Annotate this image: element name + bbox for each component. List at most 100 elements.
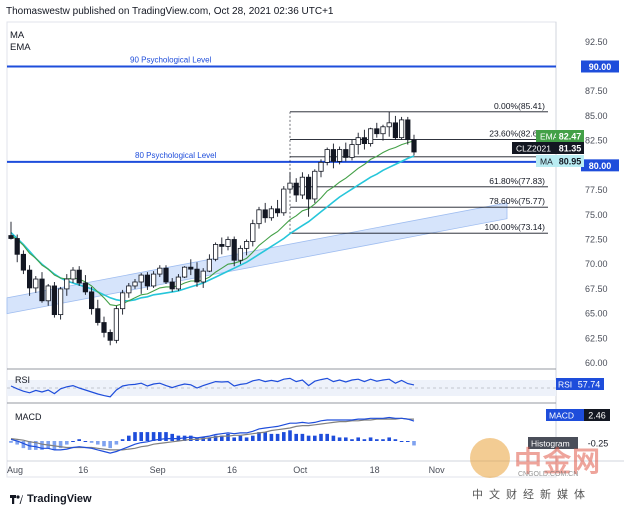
candle bbox=[405, 119, 411, 141]
macd-tag-label-bg bbox=[546, 409, 584, 421]
candle bbox=[256, 209, 262, 225]
candle bbox=[20, 253, 27, 271]
candle bbox=[64, 278, 70, 290]
macd-hist-bar bbox=[356, 437, 360, 441]
macd-tag-value: 2.46 bbox=[588, 411, 606, 421]
candle bbox=[274, 208, 281, 214]
fib-level-label: 100.00%(73.14) bbox=[485, 222, 546, 232]
watermark-subtext: CNGOLD.COM.CN bbox=[518, 471, 579, 478]
x-tick-label: Oct bbox=[293, 465, 308, 475]
candle bbox=[150, 273, 157, 287]
candle bbox=[262, 209, 268, 219]
macd-hist-bar bbox=[40, 441, 44, 450]
rsi-pane-label: RSI bbox=[15, 375, 30, 385]
macd-hist-bar bbox=[375, 439, 379, 441]
macd-hist-bar bbox=[34, 441, 38, 450]
macd-hist-bar bbox=[77, 439, 81, 441]
rsi-band bbox=[7, 380, 556, 396]
macd-hist-bar bbox=[232, 437, 236, 441]
candle bbox=[312, 170, 318, 200]
macd-hist-bar bbox=[251, 435, 255, 441]
macd-hist-bar bbox=[114, 441, 119, 445]
macd-hist-bar bbox=[244, 437, 249, 441]
macd-hist-bar bbox=[164, 432, 168, 441]
price-tag-label: CLZ2021 bbox=[516, 144, 551, 154]
histogram-tag-label-bg bbox=[528, 437, 578, 449]
candle bbox=[8, 235, 14, 239]
macd-hist-bar bbox=[213, 435, 218, 441]
candle bbox=[318, 161, 324, 172]
candle bbox=[169, 281, 175, 290]
candle bbox=[51, 285, 58, 316]
watermark-text: 中金网 bbox=[514, 445, 602, 478]
macd-hist-bar bbox=[288, 430, 292, 441]
candle bbox=[386, 122, 392, 128]
macd-hist-bar bbox=[120, 439, 125, 441]
macd-hist-bar bbox=[257, 432, 261, 441]
price-tag-value-bg bbox=[556, 142, 584, 154]
candle bbox=[70, 269, 76, 280]
tradingview-logo[interactable]: TradingView bbox=[10, 493, 92, 505]
macd-hist-bar bbox=[158, 432, 162, 441]
macd-hist-bar bbox=[83, 441, 88, 442]
macd-hist-bar bbox=[325, 433, 329, 441]
price-tag-value: 82.47 bbox=[559, 132, 582, 142]
price-tag-label: MA bbox=[540, 157, 553, 167]
candle bbox=[33, 278, 39, 289]
candle bbox=[392, 122, 399, 139]
macd-hist-bar bbox=[344, 437, 348, 441]
watermark: 中金网 CNGOLD.COM.CN 中文财经新媒体 bbox=[470, 438, 620, 508]
candle bbox=[107, 332, 113, 341]
macd-hist-bar bbox=[412, 441, 416, 446]
candle bbox=[349, 144, 355, 158]
candle bbox=[287, 182, 293, 190]
candle bbox=[206, 258, 212, 272]
candle bbox=[324, 149, 330, 163]
ema-indicator-label[interactable]: EMA bbox=[10, 42, 31, 53]
macd-tag-value-bg bbox=[584, 409, 610, 421]
rsi-tag-value-bg bbox=[574, 378, 604, 390]
candle bbox=[299, 176, 306, 196]
candle bbox=[237, 247, 243, 261]
macd-hist-bar bbox=[319, 433, 323, 441]
candle bbox=[225, 239, 231, 247]
macd-hist-bar bbox=[393, 439, 398, 441]
candle bbox=[144, 274, 150, 287]
macd-hist-bar bbox=[387, 437, 391, 441]
macd-hist-bar bbox=[275, 433, 280, 441]
y-tick-label: 92.50 bbox=[585, 37, 608, 47]
ma-indicator-label[interactable]: MA bbox=[10, 30, 25, 41]
macd-hist-bar bbox=[381, 439, 385, 441]
macd-hist-bar bbox=[220, 435, 224, 441]
macd-tag-label: MACD bbox=[549, 411, 574, 421]
candle bbox=[58, 288, 64, 316]
macd-hist-bar bbox=[350, 439, 354, 441]
candle bbox=[113, 308, 119, 341]
price-tag-value-bg bbox=[556, 130, 584, 142]
candle bbox=[26, 269, 33, 289]
tradingview-brand: TradingView bbox=[27, 493, 92, 505]
y-tick-label: 75.00 bbox=[585, 210, 608, 220]
psych-level-label: 80 Psychological Level bbox=[135, 151, 217, 160]
candle bbox=[219, 244, 225, 247]
x-tick-label: 16 bbox=[227, 465, 237, 475]
macd-hist-bar bbox=[207, 437, 212, 441]
macd-hist-bar bbox=[282, 432, 286, 441]
candle bbox=[82, 282, 88, 293]
macd-hist-bar bbox=[331, 435, 336, 441]
macd-hist-bar bbox=[102, 441, 106, 447]
candle bbox=[14, 238, 20, 255]
rsi-tag-label: RSI bbox=[558, 380, 572, 390]
publisher-header: Thomaswestw published on TradingView.com… bbox=[6, 6, 334, 17]
candle bbox=[268, 208, 275, 219]
level-axis-badge bbox=[581, 159, 619, 172]
x-tick-label: 18 bbox=[370, 465, 380, 475]
ma-line bbox=[10, 155, 415, 302]
price-tag-label-bg bbox=[536, 130, 558, 142]
candle bbox=[157, 267, 163, 275]
rsi-line bbox=[10, 377, 415, 398]
price-tag-label: EMA bbox=[540, 132, 559, 142]
candle bbox=[343, 149, 349, 158]
fib-level-label: 78.60%(75.77) bbox=[489, 196, 545, 206]
x-tick-label: Sep bbox=[150, 465, 166, 475]
